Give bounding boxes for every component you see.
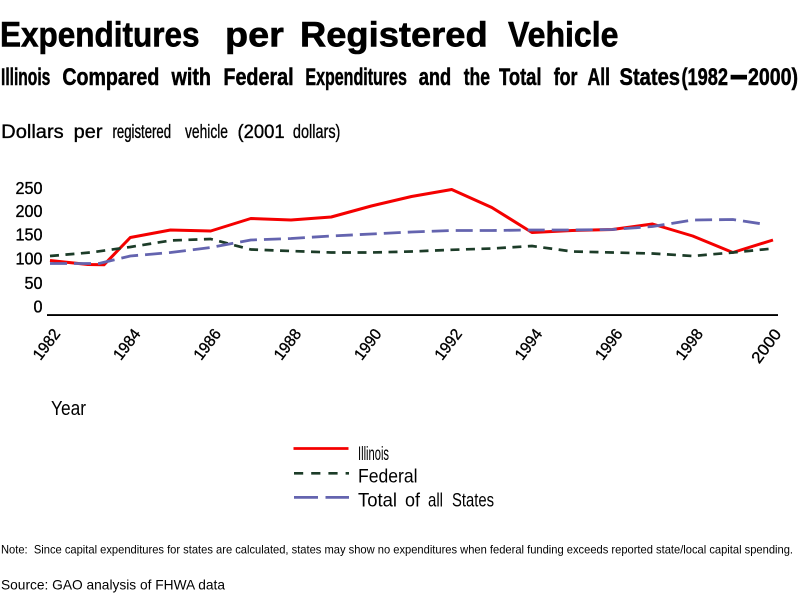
svg-text:per: per bbox=[74, 122, 103, 143]
svg-text:Expenditures: Expenditures bbox=[0, 16, 200, 55]
svg-text:with: with bbox=[171, 64, 211, 91]
svg-text:and: and bbox=[419, 64, 452, 91]
svg-text:registered: registered bbox=[113, 122, 172, 143]
svg-text:Year: Year bbox=[51, 398, 86, 420]
svg-text:dollars): dollars) bbox=[293, 122, 341, 143]
svg-text:Illinois: Illinois bbox=[358, 443, 389, 465]
svg-text:(1982: (1982 bbox=[682, 64, 729, 91]
svg-text:States: States bbox=[620, 64, 681, 91]
svg-text:2000): 2000) bbox=[748, 64, 798, 91]
svg-text:Expenditures: Expenditures bbox=[305, 64, 407, 91]
svg-text:vehicle: vehicle bbox=[185, 122, 228, 143]
svg-text:Vehicle: Vehicle bbox=[508, 16, 619, 55]
svg-text:All: All bbox=[588, 64, 611, 91]
svg-text:250: 250 bbox=[16, 178, 43, 198]
svg-text:100: 100 bbox=[16, 248, 43, 268]
svg-text:Note: Since capital expenditu: Note: Since capital expenditures for sta… bbox=[1, 543, 793, 557]
svg-text:(2001: (2001 bbox=[238, 122, 285, 143]
svg-text:of: of bbox=[405, 490, 421, 512]
svg-text:the: the bbox=[464, 64, 490, 91]
svg-text:all: all bbox=[428, 490, 443, 512]
svg-text:Compared: Compared bbox=[62, 64, 159, 91]
svg-text:Registered: Registered bbox=[300, 16, 488, 55]
svg-text:Total: Total bbox=[358, 490, 397, 512]
svg-text:Total: Total bbox=[499, 64, 542, 91]
svg-text:0: 0 bbox=[34, 297, 43, 317]
svg-text:for: for bbox=[554, 64, 578, 91]
svg-text:200: 200 bbox=[16, 201, 43, 221]
svg-text:150: 150 bbox=[16, 225, 43, 245]
svg-text:per: per bbox=[225, 16, 284, 55]
svg-text:Federal: Federal bbox=[223, 64, 293, 91]
svg-text:50: 50 bbox=[25, 273, 43, 293]
svg-text:Source: GAO analysis of FHWA d: Source: GAO analysis of FHWA data bbox=[1, 577, 225, 593]
svg-text:States: States bbox=[452, 490, 494, 512]
svg-text:Federal: Federal bbox=[358, 466, 418, 488]
svg-text:Illinois: Illinois bbox=[1, 64, 50, 91]
svg-text:Dollars: Dollars bbox=[1, 122, 63, 143]
